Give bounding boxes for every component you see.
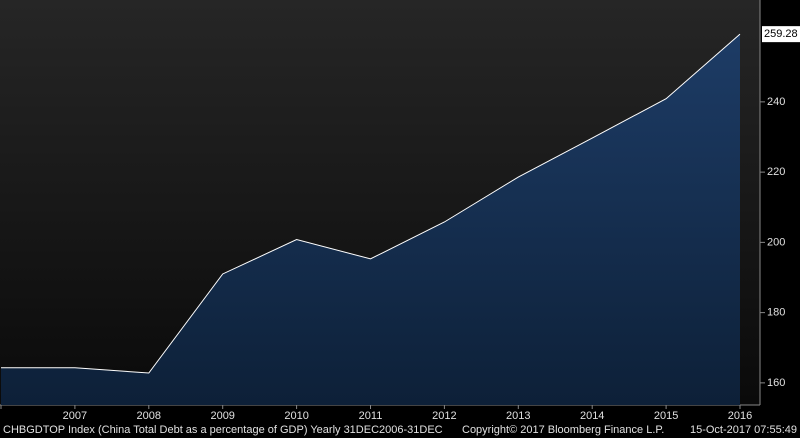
x-tick-label: 2009 xyxy=(210,410,234,422)
footer-timestamp: 15-Oct-2017 07:55:49 xyxy=(690,424,797,436)
x-tick-label: 2014 xyxy=(580,410,604,422)
x-tick-label: 2010 xyxy=(284,410,308,422)
footer-copyright: Copyright© 2017 Bloomberg Finance L.P. xyxy=(462,424,664,436)
y-tick-label: 220 xyxy=(767,166,785,178)
value-label-box xyxy=(762,26,800,43)
series-line xyxy=(1,33,741,374)
x-tick-label: 2011 xyxy=(359,410,383,422)
x-tick-label: 2008 xyxy=(137,410,161,422)
y-tick-label: 240 xyxy=(767,96,785,108)
x-tick-label: 2007 xyxy=(63,410,87,422)
x-tick-label: 2015 xyxy=(654,410,678,422)
x-tick-label: 2016 xyxy=(728,410,752,422)
y-tick-label: 160 xyxy=(767,377,785,389)
value-label: 259.28 xyxy=(764,28,798,40)
y-tick-label: 180 xyxy=(767,307,785,319)
x-tick-label: 2013 xyxy=(506,410,530,422)
footer-description: CHBGDTOP Index (China Total Debt as a pe… xyxy=(3,424,443,436)
x-tick-label: 2012 xyxy=(432,410,456,422)
area-fill xyxy=(1,34,740,405)
y-tick-label: 200 xyxy=(767,236,785,248)
